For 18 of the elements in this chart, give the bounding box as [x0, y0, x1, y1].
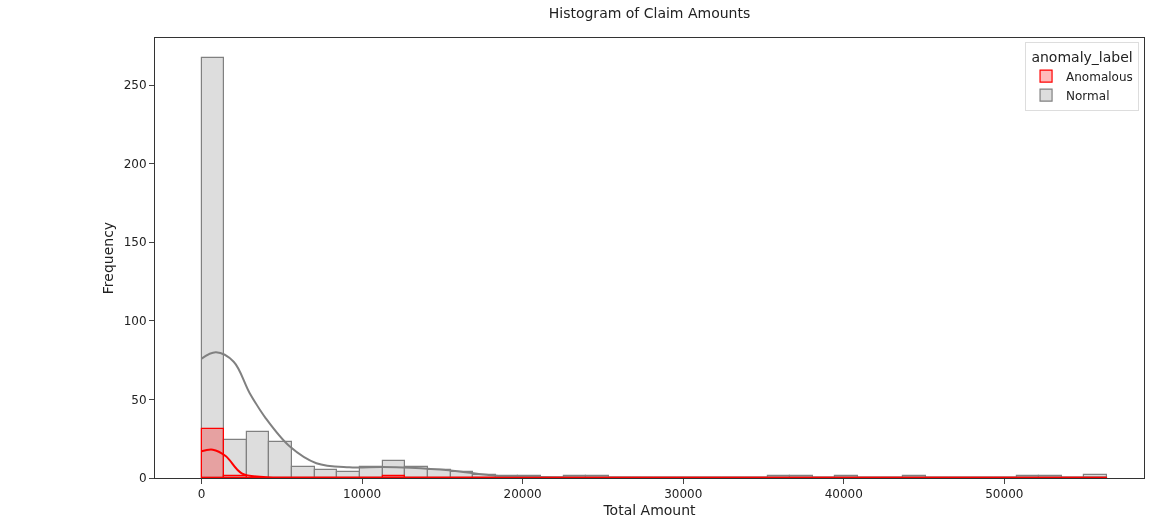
x-tick-label: 20000 — [503, 487, 542, 502]
x-tick-label: 0 — [197, 487, 206, 502]
legend-title: anomaly_label — [1031, 48, 1133, 65]
x-tick-label: 10000 — [343, 487, 382, 502]
y-tick-label: 100 — [123, 314, 147, 329]
x-axis-title: Total Amount — [602, 501, 697, 518]
x-tick-label: 50000 — [985, 487, 1024, 502]
legend-label: Anomalous — [1066, 69, 1133, 84]
legend-label: Normal — [1066, 88, 1110, 103]
y-tick-label: 50 — [131, 392, 147, 407]
chart-title: Histogram of Claim Amounts — [548, 4, 751, 21]
y-tick-label: 150 — [123, 235, 147, 250]
y-axis-title: Frequency — [100, 221, 117, 295]
x-tick-label: 30000 — [664, 487, 703, 502]
y-tick-label: 250 — [123, 78, 147, 93]
y-tick-label: 200 — [123, 156, 147, 171]
x-tick-label: 40000 — [824, 487, 863, 502]
y-tick-label: 0 — [138, 471, 147, 486]
